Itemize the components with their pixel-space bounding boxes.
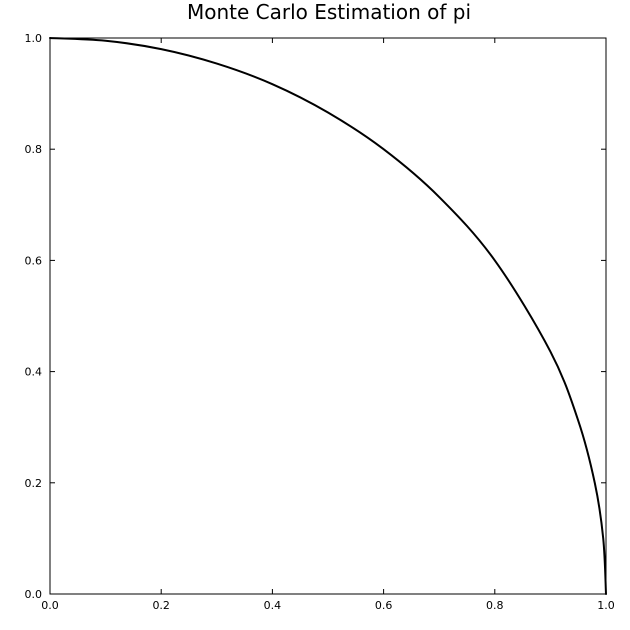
series-line-0 — [49, 37, 607, 595]
y-tick-label: 0.4 — [25, 366, 43, 379]
series-layer — [49, 37, 607, 595]
x-ticks: 0.0 0.2 0.4 0.6 0.8 1.0 — [41, 38, 615, 612]
y-tick-label: 0.8 — [25, 143, 43, 156]
x-tick-label: 0.0 — [41, 599, 59, 612]
x-tick-label: 1.0 — [597, 599, 615, 612]
y-tick-label: 1.0 — [25, 32, 43, 45]
y-tick-label: 0.6 — [25, 254, 43, 267]
y-ticks: 0.0 0.2 0.4 0.6 0.8 1.0 — [25, 32, 606, 601]
y-tick-label: 0.2 — [25, 477, 43, 490]
x-tick-label: 0.8 — [486, 599, 504, 612]
x-tick-label: 0.2 — [152, 599, 170, 612]
chart-title: Monte Carlo Estimation of pi — [187, 0, 471, 24]
plot-frame — [49, 37, 607, 595]
y-tick-label: 0.0 — [25, 588, 43, 601]
x-tick-label: 0.6 — [375, 599, 393, 612]
x-tick-label: 0.4 — [264, 599, 282, 612]
